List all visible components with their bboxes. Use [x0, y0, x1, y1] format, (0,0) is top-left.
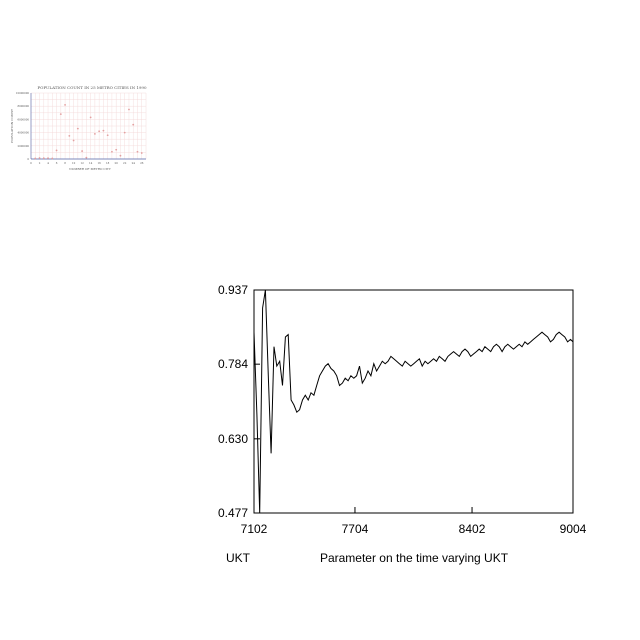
thumb-x-tick-label: 6 — [56, 161, 58, 165]
thumb-data-point — [111, 150, 113, 153]
thumb-data-point — [115, 148, 118, 151]
thumb-data-point — [59, 113, 62, 116]
thumb-data-point — [89, 116, 92, 119]
thumb-data-point — [51, 157, 54, 160]
thumb-data-point — [128, 108, 130, 111]
y-axis-ticks: 0.477 0.630 0.784 0.937 — [218, 283, 260, 520]
thumb-y-tick-label: 4000000 — [17, 131, 29, 135]
thumb-grid — [30, 92, 147, 160]
thumb-data-point — [38, 157, 41, 159]
thumb-x-tick-label: 4 — [47, 161, 49, 165]
y-tick-label: 0.630 — [218, 432, 248, 446]
thumb-data-point — [76, 127, 79, 130]
y-axis-title: UKT — [226, 551, 251, 565]
thumb-axes — [30, 93, 146, 160]
x-axis-title: Parameter on the time varying UKT — [320, 551, 509, 565]
y-tick-label: 0.784 — [218, 357, 248, 371]
plot-frame — [253, 289, 574, 514]
thumb-y-axis-title: POPULATION COUNT — [10, 109, 14, 143]
thumb-y-tick-label: 10000000 — [16, 91, 30, 95]
thumb-y-ticks: 0 2000000 4000000 6000000 8000000 10000000 — [16, 91, 30, 161]
thumb-points — [34, 103, 143, 160]
thumb-data-point — [119, 154, 122, 157]
y-tick-label: 0.937 — [218, 283, 248, 297]
thumb-x-tick-label: 10 — [72, 161, 76, 165]
thumb-x-tick-label: 16 — [97, 161, 101, 165]
thumb-data-point — [42, 157, 45, 160]
thumb-x-tick-label: 24 — [132, 161, 136, 165]
thumb-x-tick-label: 22 — [123, 161, 127, 165]
thumb-data-point — [72, 139, 75, 142]
thumb-data-point — [85, 156, 88, 159]
thumb-data-point — [132, 123, 135, 126]
thumb-data-point — [102, 129, 105, 132]
thumb-data-point — [81, 150, 84, 152]
thumb-y-tick-label: 0 — [27, 157, 29, 161]
thumb-data-point — [47, 157, 49, 160]
thumb-x-tick-label: 12 — [80, 161, 84, 165]
thumb-data-point — [93, 133, 96, 135]
thumb-x-tick-label: 0 — [30, 161, 32, 165]
thumb-x-ticks: 0 2 4 6 8 10 12 14 16 18 20 22 24 26 — [30, 161, 144, 165]
thumb-y-tick-label: 6000000 — [17, 117, 29, 121]
thumb-x-tick-label: 20 — [115, 161, 119, 165]
x-tick-label: 8402 — [459, 522, 486, 536]
x-tick-label: 7102 — [241, 522, 268, 536]
thumb-chart-title: POPULATION COUNT IN 25 METRO CITIES IN 1… — [37, 85, 147, 90]
thumb-x-tick-label: 18 — [106, 161, 110, 165]
thumb-x-axis-title: NUMBER OF METRO CITY — [69, 167, 111, 171]
thumb-data-point — [140, 152, 143, 154]
thumb-data-point — [123, 131, 126, 134]
thumb-x-tick-label: 2 — [39, 161, 41, 165]
thumb-data-point — [55, 149, 58, 152]
thumb-y-tick-label: 8000000 — [17, 104, 29, 108]
thumb-data-point — [64, 103, 66, 106]
thumb-x-tick-label: 14 — [89, 161, 93, 165]
thumb-y-tick-label: 2000000 — [17, 144, 29, 148]
y-tick-label: 0.477 — [218, 506, 248, 520]
series-line — [253, 289, 574, 514]
thumb-data-point — [136, 150, 139, 153]
thumb-data-point — [98, 130, 101, 133]
x-axis-ticks: 7102 7704 8402 9004 — [241, 507, 587, 536]
thumb-data-point — [34, 157, 37, 160]
x-tick-label: 9004 — [560, 522, 587, 536]
thumb-data-point — [68, 135, 71, 137]
thumb-x-tick-label: 26 — [140, 161, 144, 165]
x-tick-label: 7704 — [342, 522, 369, 536]
thumb-x-tick-label: 8 — [64, 161, 66, 165]
thumb-data-point — [106, 134, 109, 137]
